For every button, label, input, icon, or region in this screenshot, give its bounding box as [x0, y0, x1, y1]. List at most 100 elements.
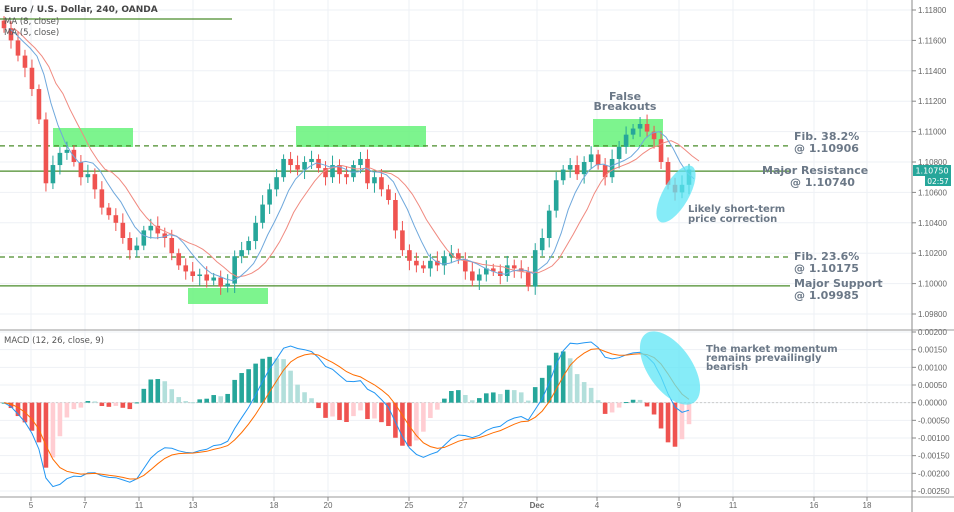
macd-histogram-bar: [421, 402, 426, 432]
candle-body: [602, 165, 608, 178]
candle-body: [134, 245, 140, 251]
macd-histogram-bar: [78, 402, 84, 408]
macd-tick-label: -0.00200: [918, 469, 950, 478]
annotations: False Breakouts Fib. 38.2% @ 1.10906 Maj…: [594, 90, 883, 373]
breakout-zone[interactable]: [296, 126, 426, 147]
price-tick-label: 1.10600: [918, 188, 947, 197]
price-tick-label: 1.11800: [918, 6, 947, 15]
candle-body: [246, 241, 251, 251]
candle-body: [330, 165, 335, 178]
time-tick-label: 5: [29, 501, 34, 510]
macd-histogram-bar: [435, 402, 440, 410]
candle-body: [477, 274, 482, 281]
breakout-zone[interactable]: [188, 288, 268, 304]
macd-histogram-bar: [99, 402, 105, 407]
macd-histogram-bar: [29, 402, 35, 431]
price-tick-label: 1.11200: [918, 97, 947, 106]
macd-tick-label: -0.00050: [918, 416, 950, 425]
macd-histogram-bar: [672, 402, 678, 447]
candle-body: [651, 131, 657, 140]
macd-tick-label: -0.00100: [918, 434, 950, 443]
macd-histogram-bar: [183, 401, 189, 403]
ma5-legend[interactable]: MA (5, close): [4, 28, 59, 38]
time-tick-label: 11: [729, 501, 738, 510]
candle-body: [169, 238, 175, 254]
candle-body: [616, 146, 622, 159]
macd-histogram-bar: [43, 402, 49, 468]
time-tick-label: 18: [863, 501, 872, 510]
candle-body: [99, 189, 105, 208]
macd-tick-label: -0.00250: [918, 487, 950, 496]
time-tick-label: 4: [595, 501, 600, 510]
candle-body: [595, 154, 601, 166]
support-label: Major Support: [794, 277, 883, 290]
candle-body: [358, 158, 363, 166]
macd-histogram-bar: [204, 398, 210, 403]
macd-histogram-bar: [344, 402, 349, 423]
price-tick-label: 1.10000: [918, 280, 947, 289]
candle-body: [344, 174, 349, 178]
macd-histogram-bar: [316, 402, 321, 409]
macd-histogram-bar: [169, 389, 175, 403]
macd-histogram-bar: [525, 400, 531, 403]
macd-histogram-bar: [539, 377, 545, 403]
macd-histogram-bar: [581, 382, 587, 403]
candle-body: [8, 28, 14, 41]
false-breakouts-line2: Breakouts: [594, 100, 657, 113]
macd-histogram-bar: [588, 387, 594, 403]
momentum-ellipse[interactable]: [628, 321, 712, 415]
macd-histogram-bar: [679, 402, 685, 440]
macd-line: [3, 341, 690, 488]
macd-histogram-bar: [630, 399, 636, 403]
candle-body: [623, 134, 629, 147]
candle-body: [428, 260, 433, 269]
macd-histogram-bar: [211, 395, 216, 403]
macd-histogram-bar: [553, 352, 559, 403]
macd-histogram-bar: [281, 359, 286, 403]
candle-body: [309, 158, 314, 162]
candle-body: [43, 119, 49, 184]
macd-histogram-bar: [428, 402, 433, 419]
macd-histogram-bar: [155, 379, 161, 403]
candle-body: [15, 40, 21, 56]
macd-histogram-bar: [497, 394, 503, 403]
macd-histogram-bar: [127, 402, 133, 410]
candle-body: [567, 165, 573, 170]
candle-body: [183, 265, 189, 272]
candle-body: [560, 169, 566, 181]
fib382-label: Fib. 38.2%: [794, 130, 859, 143]
breakout-zone[interactable]: [53, 128, 133, 147]
macd-histogram-bar: [15, 402, 21, 417]
macd-histogram-bar: [470, 400, 475, 403]
macd-histogram-bar: [379, 402, 384, 423]
candle-body: [274, 177, 279, 190]
macd-histogram-bar: [295, 384, 300, 403]
macd-histogram-bar: [414, 402, 419, 441]
correction-ellipse[interactable]: [649, 160, 704, 228]
candle-body: [379, 177, 384, 190]
correction-line2: price correction: [688, 214, 777, 225]
macd-histogram-bar: [386, 402, 391, 427]
candle-body: [511, 265, 517, 269]
price-tick-label: 1.11000: [918, 128, 947, 137]
momentum-line3: bearish: [706, 362, 748, 373]
candle-body: [323, 168, 328, 178]
macd-histogram-bar: [637, 399, 643, 403]
macd-histogram-bar: [358, 402, 363, 411]
momentum-line1: The market momentum: [706, 344, 838, 355]
macd-histogram-bar: [351, 402, 356, 417]
candle-body: [162, 233, 168, 238]
macd-histogram-bar: [477, 398, 482, 403]
macd-histogram-bar: [532, 387, 538, 403]
macd-legend[interactable]: MACD (12, 26, close, 9): [4, 336, 104, 346]
time-tick-label: 11: [135, 501, 144, 510]
macd-histogram-bar: [658, 402, 664, 429]
candle-body: [218, 277, 223, 287]
candle-body: [644, 124, 650, 132]
macd-tick-label: 0.00150: [918, 346, 947, 355]
ma8-legend[interactable]: MA (8, close): [4, 17, 59, 27]
macd-histogram-bar: [106, 402, 112, 407]
macd-histogram-bar: [232, 379, 237, 403]
macd-histogram-bar: [225, 393, 230, 403]
